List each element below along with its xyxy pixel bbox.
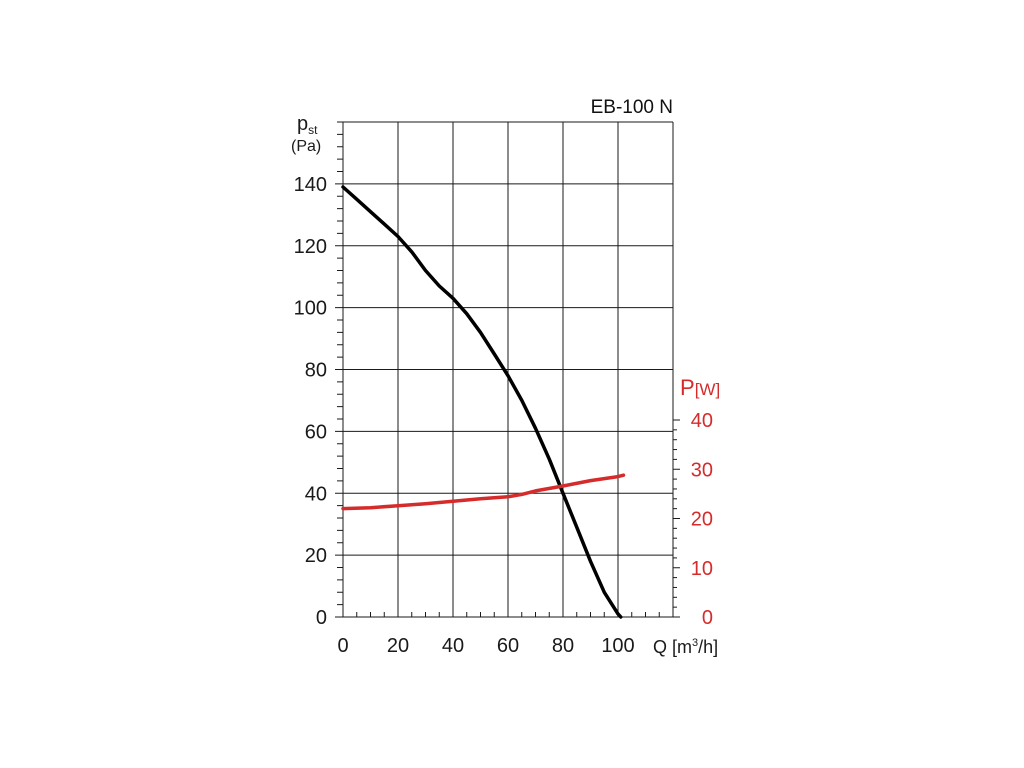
x-tick-label: 40: [442, 635, 464, 657]
y-left-tick-label: 20: [305, 545, 327, 567]
y-left-tick-label: 140: [294, 174, 327, 196]
y-right-axis-label: P[W]: [680, 375, 720, 400]
y-right-tick-label: 10: [691, 558, 713, 580]
x-axis-tick-labels: 0 20 40 60 80 100: [337, 635, 634, 657]
y-right-tick-label: 20: [691, 509, 713, 531]
chart-title: EB-100 N: [591, 97, 673, 118]
x-tick-label: 0: [337, 635, 348, 657]
x-tick-label: 20: [387, 635, 409, 657]
x-tick-label: 60: [497, 635, 519, 657]
right-axis-ticks: [672, 419, 680, 618]
x-tick-label: 100: [601, 635, 634, 657]
y-left-axis-label: pst: [297, 113, 318, 137]
y-right-tick-label: 0: [702, 607, 713, 629]
y-right-tick-label: 30: [691, 459, 713, 481]
y-right-tick-label: 40: [691, 410, 713, 432]
left-axis-tick-labels: 0 20 40 60 80 100 120 140: [294, 174, 327, 629]
x-tick-label: 80: [552, 635, 574, 657]
x-axis-label: Q [m3/h]: [653, 637, 718, 657]
right-axis-tick-labels: 0 10 20 30 40: [691, 410, 713, 629]
power-curve-line: [341, 473, 626, 511]
left-axis-minor-ticks: [335, 121, 343, 618]
y-left-tick-label: 0: [316, 607, 327, 629]
y-left-tick-label: 60: [305, 421, 327, 443]
pressure-curve-line: [341, 185, 623, 619]
y-left-tick-label: 80: [305, 360, 327, 382]
x-axis-minor-ticks: [342, 612, 674, 617]
grid-lines: [342, 121, 674, 618]
y-left-tick-label: 40: [305, 483, 327, 505]
y-left-axis-unit: (Pa): [291, 138, 321, 155]
y-left-tick-label: 120: [294, 236, 327, 258]
y-left-tick-label: 100: [294, 298, 327, 320]
series-lines: [341, 185, 626, 619]
